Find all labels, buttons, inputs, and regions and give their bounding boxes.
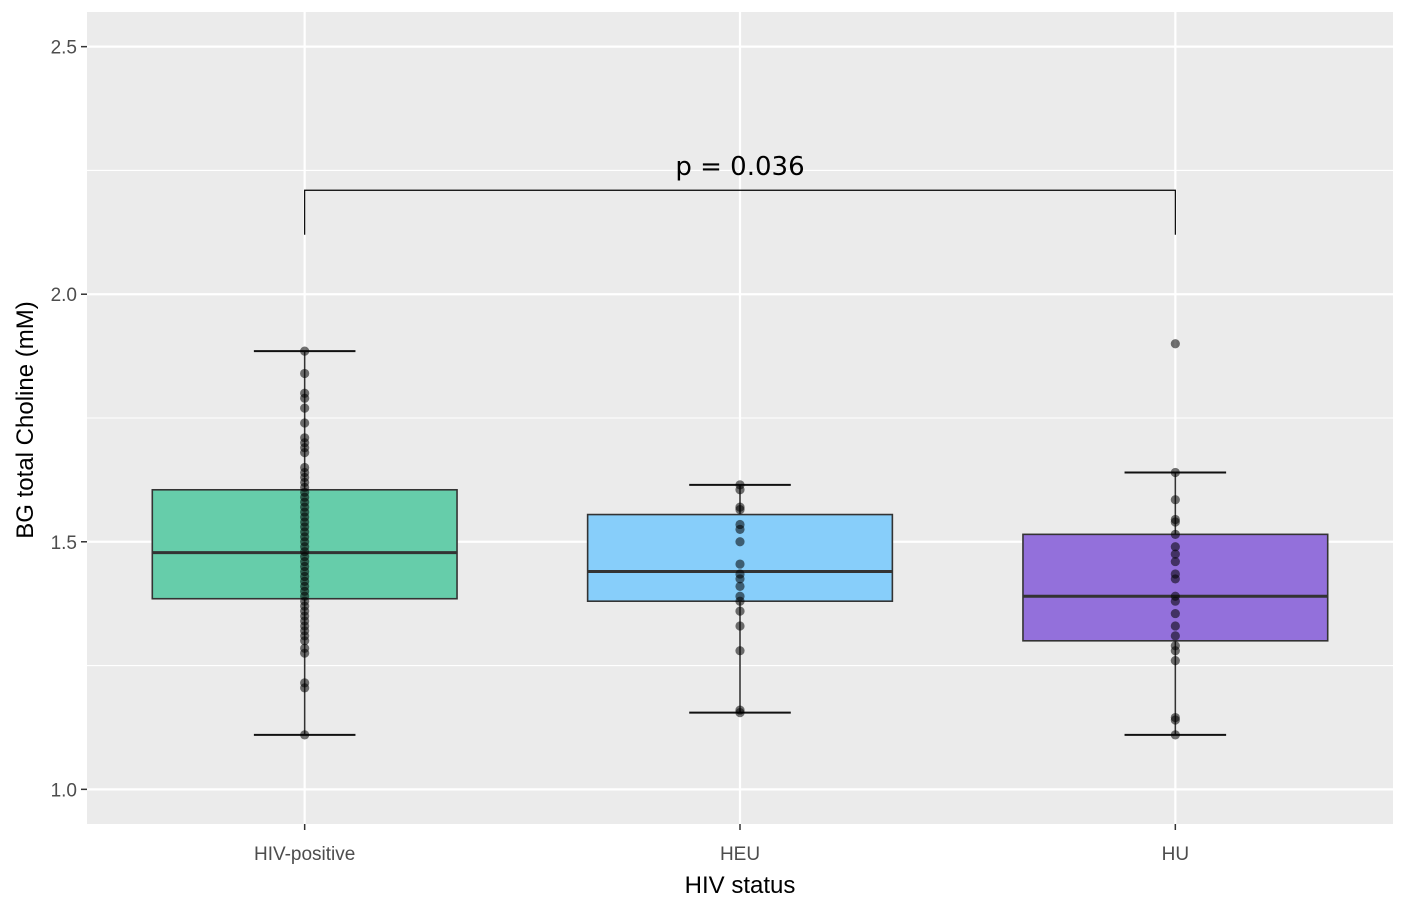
- data-point: [300, 636, 310, 646]
- data-point: [300, 448, 310, 458]
- significance-bracket: [304, 189, 1176, 235]
- data-point: [1170, 608, 1180, 619]
- x-axis-ticks: HIV-positive HEU HU: [254, 824, 1189, 865]
- p-value-label: p = 0.036: [675, 152, 804, 182]
- x-axis-title: HIV status: [685, 872, 796, 899]
- significance-annotation: p = 0.036: [304, 152, 1176, 235]
- data-point: [735, 504, 745, 515]
- data-point: [735, 646, 745, 656]
- data-point: [735, 606, 745, 616]
- data-point: [735, 581, 745, 591]
- data-point: [1170, 467, 1180, 478]
- data-point: [735, 574, 745, 584]
- data-point: [300, 730, 310, 740]
- data-point: [735, 524, 745, 535]
- data-point: [735, 621, 745, 631]
- data-points: [300, 339, 1180, 740]
- data-point: [300, 368, 310, 379]
- data-point: [1170, 715, 1180, 725]
- data-point: [735, 559, 745, 569]
- y-tick-label: 1.5: [51, 533, 77, 554]
- x-tick-label: HIV-positive: [254, 844, 355, 865]
- data-point: [1170, 556, 1180, 567]
- data-point: [735, 596, 745, 606]
- data-point: [1170, 549, 1180, 559]
- x-tick-label: HEU: [720, 844, 760, 865]
- y-tick-label: 2.0: [51, 285, 77, 306]
- data-point: [1170, 517, 1180, 527]
- data-point: [735, 485, 745, 495]
- y-axis-title: BG total Choline (mM): [12, 301, 39, 538]
- data-point: [300, 418, 310, 428]
- data-point: [300, 346, 310, 356]
- data-point: [300, 648, 310, 658]
- data-point: [1170, 646, 1180, 656]
- data-point: [1170, 529, 1180, 539]
- data-point: [1170, 596, 1180, 606]
- y-axis-ticks: 1.0 1.5 2.0 2.5: [51, 38, 87, 801]
- data-point: [1170, 495, 1180, 505]
- data-point: [1170, 621, 1180, 631]
- data-point: [735, 707, 745, 718]
- data-point: [1170, 574, 1180, 584]
- data-point: [300, 403, 310, 413]
- data-point: [735, 537, 745, 547]
- data-point: [1170, 730, 1180, 740]
- data-point: [1170, 339, 1180, 349]
- x-tick-label: HU: [1162, 844, 1189, 865]
- data-point: [1170, 656, 1180, 666]
- data-point: [1170, 631, 1180, 641]
- data-point: [300, 393, 310, 403]
- data-point: [300, 683, 310, 693]
- y-tick-label: 1.0: [51, 780, 77, 801]
- y-tick-label: 2.5: [51, 38, 77, 59]
- data-point: [1170, 542, 1180, 552]
